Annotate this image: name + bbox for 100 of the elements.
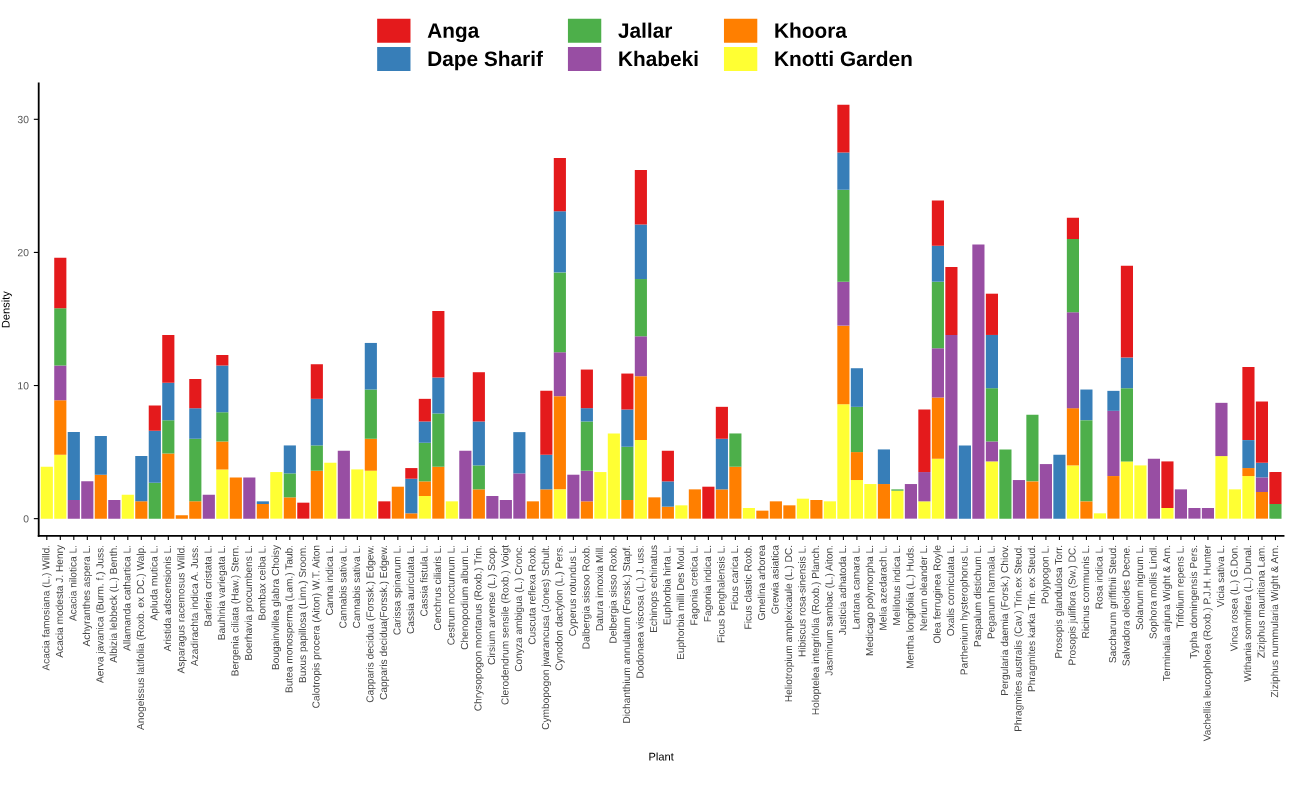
bar xyxy=(283,445,296,474)
bar xyxy=(472,489,485,519)
x-tick-label: Capparis decidua(Forssk.) Edgew. xyxy=(379,545,390,700)
bar xyxy=(634,224,647,280)
bar xyxy=(162,334,175,383)
x-tick-label: Phragmites karka Trin. ex Steud. xyxy=(1027,545,1038,692)
bar xyxy=(310,470,323,519)
bar xyxy=(607,433,620,519)
x-tick-label: Cyperus rotundus L. xyxy=(568,545,579,636)
bar xyxy=(1255,477,1269,493)
y-tick-label: 20 xyxy=(17,248,29,257)
x-tick-label: Aerva javanica (Burm. f.) Juss. xyxy=(96,545,106,683)
bar xyxy=(837,281,850,326)
bar xyxy=(985,388,998,442)
bar xyxy=(243,477,256,519)
bar xyxy=(486,496,499,519)
bar xyxy=(553,489,566,519)
x-tick-label: Polypogon L. xyxy=(1041,545,1051,604)
bar xyxy=(918,501,931,519)
x-tick-label: Canna indica L. xyxy=(325,545,334,615)
x-tick-label: Bergenia ciliata (Haw.) Stern. xyxy=(231,545,241,676)
legend-label: Khoora xyxy=(775,22,848,38)
bar xyxy=(1242,468,1255,477)
bar xyxy=(135,501,148,519)
x-tick-label: Sophora mollis Lindl. xyxy=(1149,545,1159,639)
bar xyxy=(1147,458,1161,519)
bar xyxy=(310,445,323,471)
x-tick-label: Melilotus indica L. xyxy=(892,545,901,625)
x-tick-label: Cymbopogon jwarancusa (Jones) Schult. xyxy=(541,545,552,730)
x-tick-label: Fagonia cretica L. xyxy=(690,545,700,625)
y-axis-title: Density xyxy=(1,291,12,328)
bar xyxy=(972,244,985,519)
bar xyxy=(999,449,1012,519)
x-tick-label: Solanum nigrum L. xyxy=(1135,545,1146,630)
x-tick-label: Vinca rosea (L.) G.Don. xyxy=(1230,545,1240,652)
bar xyxy=(1215,402,1228,457)
x-tick-label: Butea monosperma (Lam.) Taub. xyxy=(285,545,295,693)
bar xyxy=(837,325,850,405)
bar xyxy=(837,104,850,153)
bar xyxy=(1066,217,1079,240)
bar xyxy=(553,352,566,397)
y-tick-label: 30 xyxy=(17,115,29,124)
bar xyxy=(891,490,904,519)
x-tick-label: Grewia asiatica xyxy=(771,544,779,614)
x-tick-label: Cannabis sativa L. xyxy=(352,545,361,628)
x-tick-label: Euphorbia hirta L. xyxy=(663,545,673,625)
bar xyxy=(1255,492,1269,519)
x-tick-label: Jasminum sambac (L.) Aiton. xyxy=(825,545,835,676)
bar xyxy=(715,438,728,490)
x-tick-label: Echinops echinatus xyxy=(649,545,660,633)
bar xyxy=(378,501,391,519)
x-tick-label: Acacia famosiana (L.) Willd. xyxy=(42,545,52,671)
bar xyxy=(702,486,715,519)
bar xyxy=(931,200,944,246)
bar xyxy=(472,421,485,466)
x-tick-label: Parthenium hysterophorus L. xyxy=(960,545,970,675)
x-tick-label: Dalbergia sissoo Roxb. xyxy=(582,545,592,649)
bar xyxy=(364,342,377,390)
x-tick-label: Typha domingensis Pers. xyxy=(1189,545,1200,659)
bar xyxy=(1269,504,1282,519)
bar xyxy=(1026,481,1039,519)
x-tick-label: Apluda mutica L. xyxy=(150,545,160,621)
bar xyxy=(310,398,323,446)
x-tick-label: Barleria cristata L. xyxy=(204,545,212,626)
x-tick-label: Oxalis corniculata L. xyxy=(946,545,955,636)
x-tick-label: Allamanda cathartica L. xyxy=(123,545,131,651)
x-tick-label: Buxus papillosa (Linn.) Sroom. xyxy=(298,545,309,683)
x-tick-label: Ficus carica L. xyxy=(730,545,739,610)
legend-label: Dape Sharif xyxy=(428,50,543,71)
x-tick-label: Chenopodium album L. xyxy=(460,545,471,650)
bar xyxy=(1093,513,1106,519)
x-tick-label: Mentha longifolia (L.) Huds. xyxy=(906,545,916,669)
bar xyxy=(580,470,593,502)
bar xyxy=(94,474,107,519)
bar xyxy=(432,310,445,378)
x-tick-label: Cestrum nocturnum L. xyxy=(447,545,455,645)
bar xyxy=(634,376,647,441)
bar xyxy=(594,472,607,519)
bar xyxy=(729,433,742,467)
x-tick-label: Vachellia leucophloea (Roxb.) P.J.H. Hunter xyxy=(1203,545,1213,742)
x-tick-label: Bauhinia variegata L. xyxy=(217,545,228,640)
x-tick-label: Chrysopogon montanus (Roxb.) Trin. xyxy=(474,545,484,711)
x-tick-label: Ziziphus nummularia Wight & Arn. xyxy=(1270,545,1281,698)
bar xyxy=(985,461,998,519)
bar xyxy=(918,409,931,473)
bar xyxy=(445,501,458,519)
x-tick-label: Bougainvillea glabra Choisy xyxy=(271,544,282,670)
bar xyxy=(931,245,944,282)
x-tick-label: Justicia adhatoda L. xyxy=(838,545,847,635)
x-tick-label: Dodonaea viscosa (L.) J. uss. xyxy=(636,545,646,678)
x-tick-label: Holoptelea integrifolia (Roxb.) Planch. xyxy=(811,545,822,715)
bar xyxy=(54,365,67,401)
bar xyxy=(1161,461,1174,508)
x-tick-label: Gmelina arborea xyxy=(757,544,766,620)
bar xyxy=(1012,480,1025,519)
x-tick-label: Olea ferruginea Royle xyxy=(933,545,943,644)
bar xyxy=(1161,508,1174,519)
bar xyxy=(270,472,283,519)
bar xyxy=(1120,265,1134,358)
bar xyxy=(621,409,634,447)
